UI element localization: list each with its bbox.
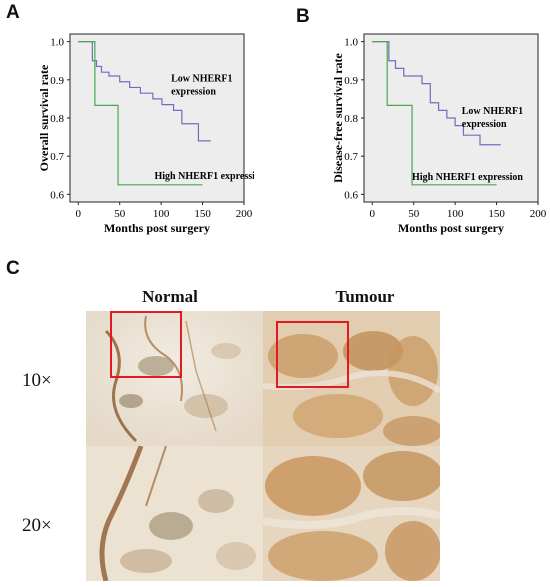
b-label-low-line-1: expression — [462, 119, 507, 130]
b-series-0-line — [372, 41, 501, 146]
tumour-10x-image — [263, 311, 440, 446]
b-xtick-label-2: 100 — [447, 208, 464, 220]
b-label-low-line-0: Low NHERF1 — [462, 106, 523, 117]
panel-label-c: C — [6, 258, 20, 279]
a-xtick-label-0: 0 — [76, 208, 82, 220]
a-xtick-label-1: 50 — [114, 208, 126, 220]
a-ytick-label-0: 0.6 — [50, 189, 64, 201]
b-x-axis-label: Months post surgery — [398, 221, 504, 235]
overall-survival-chart: 0.6 0.7 0.8 0.9 1.0 0 50 100 150 200 Months post s… — [37, 33, 254, 235]
a-xtick-label-3: 150 — [194, 208, 211, 220]
disease-free-survival-chart: 0.6 0.7 0.8 0.9 1.0 0 50 100 150 200 Months post s… — [331, 33, 547, 235]
a-label-low-line-1: expression — [171, 87, 216, 98]
panel-label-a: A — [6, 2, 20, 23]
a-x-axis-label: Months post surgery — [104, 221, 210, 235]
b-xtick-label-1: 50 — [408, 208, 420, 220]
histology-grid — [86, 311, 440, 581]
column-header-normal: Normal — [142, 287, 198, 306]
tumour-20x-image — [263, 446, 440, 581]
b-xtick-label-3: 150 — [488, 208, 505, 220]
b-xtick-label-4: 200 — [530, 208, 547, 220]
normal-10x-image — [86, 311, 263, 446]
b-xtick-label-0: 0 — [370, 208, 376, 220]
row-label-20x: 20× — [22, 515, 52, 536]
normal-20x-image — [86, 446, 263, 581]
row-label-10x: 10× — [22, 370, 52, 391]
b-ytick-label-4: 1.0 — [344, 37, 358, 49]
b-ytick-label-2: 0.8 — [344, 113, 358, 125]
panel-label-b: B — [296, 6, 310, 27]
a-series-1-line — [78, 41, 203, 186]
a-ytick-label-4: 1.0 — [50, 37, 64, 49]
b-ytick-label-3: 0.9 — [344, 75, 358, 87]
region-of-interest-box-normal — [110, 311, 182, 378]
a-y-axis-label: Overall survival rate — [37, 64, 51, 171]
a-label-low-line-0: Low NHERF1 — [171, 74, 232, 85]
a-xtick-label-4: 200 — [236, 208, 253, 220]
a-xtick-label-2: 100 — [153, 208, 170, 220]
b-series-1-line — [372, 41, 497, 186]
a-ytick-label-2: 0.8 — [50, 113, 64, 125]
a-ytick-label-1: 0.7 — [50, 151, 64, 163]
column-header-tumour: Tumour — [335, 287, 395, 306]
b-ytick-label-1: 0.7 — [344, 151, 358, 163]
a-ytick-label-3: 0.9 — [50, 75, 64, 87]
region-of-interest-box-tumour — [276, 321, 349, 388]
a-plot-area — [69, 33, 245, 203]
b-ytick-label-0: 0.6 — [344, 189, 358, 201]
a-series-0-line — [78, 41, 211, 142]
b-label-high-line-0: High NHERF1 expression — [412, 172, 523, 183]
a-label-high-line-0: High NHERF1 expression — [155, 171, 254, 182]
b-y-axis-label: Disease-free survival rate — [331, 52, 345, 182]
